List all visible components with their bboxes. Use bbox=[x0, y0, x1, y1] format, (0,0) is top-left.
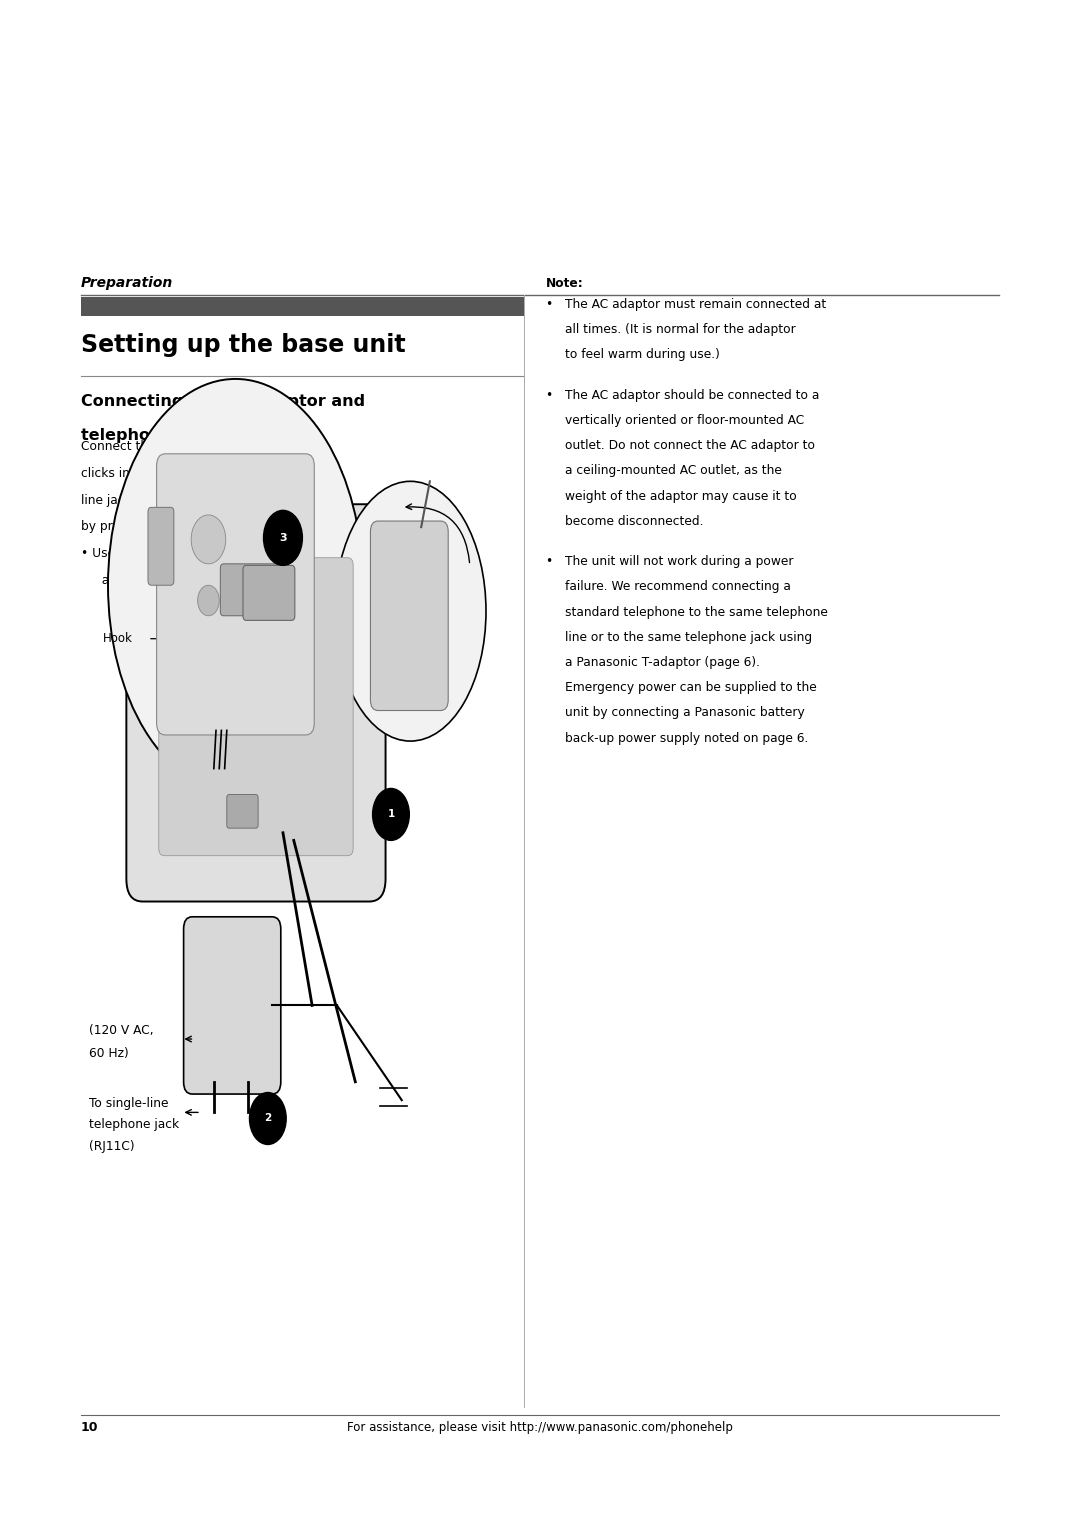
FancyBboxPatch shape bbox=[243, 565, 295, 620]
Text: line jack (②). Connect the AC adaptor cord: line jack (②). Connect the AC adaptor co… bbox=[81, 494, 341, 507]
Text: 60 Hz): 60 Hz) bbox=[89, 1047, 129, 1060]
Text: • Use only the included Panasonic AC: • Use only the included Panasonic AC bbox=[81, 547, 311, 561]
FancyBboxPatch shape bbox=[184, 917, 281, 1094]
Text: 10: 10 bbox=[81, 1421, 98, 1435]
Text: Connect the telephone line cord until it: Connect the telephone line cord until it bbox=[81, 440, 321, 454]
Circle shape bbox=[198, 585, 219, 616]
FancyBboxPatch shape bbox=[159, 558, 353, 856]
FancyBboxPatch shape bbox=[220, 564, 286, 616]
Text: Emergency power can be supplied to the: Emergency power can be supplied to the bbox=[565, 681, 816, 694]
Circle shape bbox=[373, 788, 409, 840]
Text: a ceiling-mounted AC outlet, as the: a ceiling-mounted AC outlet, as the bbox=[565, 465, 782, 477]
Text: standard telephone to the same telephone: standard telephone to the same telephone bbox=[565, 605, 827, 619]
Text: telephone jack: telephone jack bbox=[89, 1118, 178, 1132]
Ellipse shape bbox=[335, 481, 486, 741]
Text: 1: 1 bbox=[388, 810, 394, 819]
Text: The AC adaptor must remain connected at: The AC adaptor must remain connected at bbox=[565, 298, 826, 312]
Text: Hook: Hook bbox=[103, 633, 133, 645]
Text: To single-line: To single-line bbox=[89, 1097, 168, 1111]
FancyBboxPatch shape bbox=[126, 504, 386, 902]
Text: Note:: Note: bbox=[545, 277, 583, 290]
Text: adaptor PQLV19 or PQLV255.: adaptor PQLV19 or PQLV255. bbox=[94, 575, 279, 587]
Ellipse shape bbox=[108, 379, 363, 792]
Circle shape bbox=[264, 510, 302, 565]
Text: to feel warm during use.): to feel warm during use.) bbox=[565, 348, 719, 362]
Text: 2: 2 bbox=[265, 1114, 271, 1123]
Text: weight of the adaptor may cause it to: weight of the adaptor may cause it to bbox=[565, 489, 797, 503]
Text: Preparation: Preparation bbox=[81, 277, 173, 290]
Text: (120 V AC,: (120 V AC, bbox=[89, 1024, 153, 1038]
Circle shape bbox=[191, 515, 226, 564]
Text: unit by connecting a Panasonic battery: unit by connecting a Panasonic battery bbox=[565, 706, 805, 720]
Text: vertically oriented or floor-mounted AC: vertically oriented or floor-mounted AC bbox=[565, 414, 805, 426]
Text: For assistance, please visit http://www.panasonic.com/phonehelp: For assistance, please visit http://www.… bbox=[347, 1421, 733, 1435]
Text: line or to the same telephone jack using: line or to the same telephone jack using bbox=[565, 631, 812, 643]
Text: telephone line cord: telephone line cord bbox=[81, 428, 257, 443]
Circle shape bbox=[249, 1093, 286, 1144]
FancyBboxPatch shape bbox=[148, 507, 174, 585]
Text: 3: 3 bbox=[279, 533, 287, 542]
Text: back-up power supply noted on page 6.: back-up power supply noted on page 6. bbox=[565, 732, 808, 744]
Text: clicks into the base unit (①) and telephone: clicks into the base unit (①) and teleph… bbox=[81, 468, 343, 480]
FancyBboxPatch shape bbox=[227, 795, 258, 828]
Text: become disconnected.: become disconnected. bbox=[565, 515, 703, 527]
FancyBboxPatch shape bbox=[370, 521, 448, 711]
Text: Connecting the AC adaptor and: Connecting the AC adaptor and bbox=[81, 394, 365, 410]
Text: (RJ11C): (RJ11C) bbox=[89, 1140, 134, 1154]
Text: outlet. Do not connect the AC adaptor to: outlet. Do not connect the AC adaptor to bbox=[565, 439, 814, 452]
Text: •: • bbox=[545, 555, 553, 568]
Text: The AC adaptor should be connected to a: The AC adaptor should be connected to a bbox=[565, 388, 820, 402]
Text: a Panasonic T-adaptor (page 6).: a Panasonic T-adaptor (page 6). bbox=[565, 656, 760, 669]
Text: by pressing the plug firmly (③).: by pressing the plug firmly (③). bbox=[81, 520, 273, 533]
Text: all times. (It is normal for the adaptor: all times. (It is normal for the adaptor bbox=[565, 322, 796, 336]
Text: The unit will not work during a power: The unit will not work during a power bbox=[565, 555, 794, 568]
FancyBboxPatch shape bbox=[157, 454, 314, 735]
Text: •: • bbox=[545, 298, 553, 312]
Text: failure. We recommend connecting a: failure. We recommend connecting a bbox=[565, 581, 791, 593]
Text: •: • bbox=[545, 388, 553, 402]
Text: Setting up the base unit: Setting up the base unit bbox=[81, 333, 406, 358]
Bar bbox=[81, 296, 524, 315]
